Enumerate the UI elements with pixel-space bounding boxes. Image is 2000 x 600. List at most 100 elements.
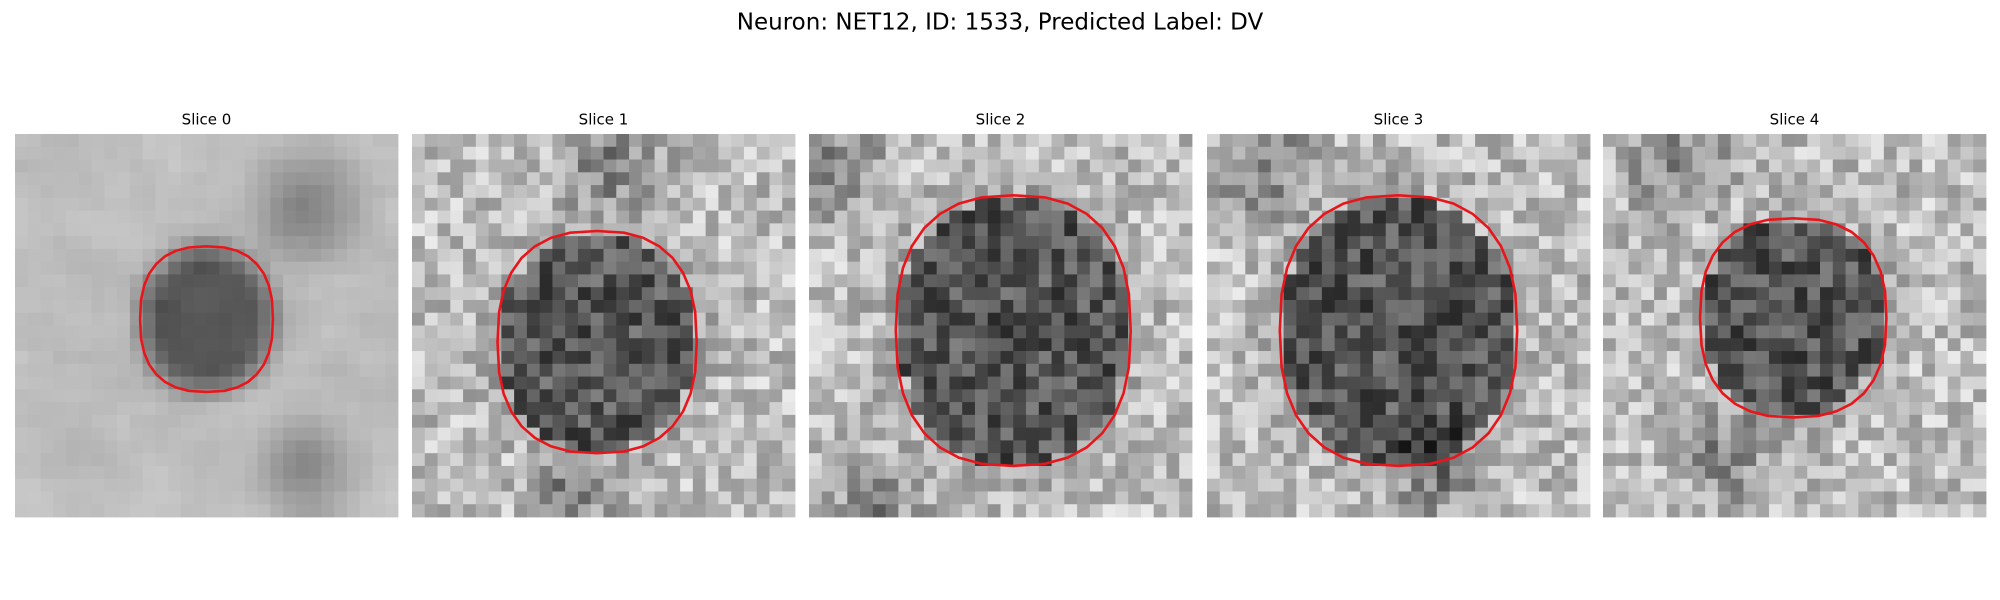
pixel: [1140, 453, 1155, 467]
pixel: [78, 453, 92, 467]
pixel: [193, 210, 207, 224]
pixel: [295, 504, 310, 518]
pixel: [346, 223, 361, 237]
pixel: [885, 465, 899, 480]
pixel: [385, 223, 399, 237]
pixel: [1934, 478, 1949, 492]
pixel: [1449, 504, 1463, 518]
pixel: [91, 172, 105, 186]
pixel: [1064, 236, 1078, 250]
pixel: [1321, 389, 1336, 403]
pixel: [53, 363, 67, 377]
pixel: [1153, 440, 1167, 454]
pixel: [1462, 453, 1476, 467]
pixel: [78, 402, 92, 416]
pixel: [1064, 478, 1078, 492]
pixel: [66, 248, 80, 263]
pixel: [1436, 312, 1450, 326]
pixel: [1411, 185, 1425, 199]
pixel: [1794, 440, 1808, 454]
pixel: [308, 159, 322, 173]
pixel: [654, 223, 668, 237]
pixel: [1883, 440, 1898, 454]
pixel: [987, 427, 1001, 441]
pixel: [1577, 197, 1591, 211]
pixel: [1089, 236, 1104, 250]
pixel: [1153, 134, 1167, 148]
pixel: [1283, 210, 1297, 224]
pixel: [962, 274, 976, 288]
pixel: [1538, 402, 1553, 416]
pixel: [629, 274, 643, 288]
pixel: [872, 351, 886, 365]
pixel: [1564, 491, 1578, 505]
pixel: [193, 134, 207, 148]
pixel: [1666, 172, 1680, 186]
pixel: [1347, 338, 1361, 352]
pixel: [590, 427, 604, 441]
pixel: [1832, 299, 1846, 314]
pixel: [872, 376, 886, 390]
pixel: [860, 134, 874, 148]
pixel: [1436, 248, 1450, 263]
pixel: [1334, 287, 1348, 301]
pixel: [539, 312, 553, 326]
pixel: [270, 363, 284, 377]
pixel: [756, 351, 770, 365]
pixel: [809, 351, 823, 365]
pixel: [1013, 491, 1027, 505]
pixel: [1858, 134, 1872, 148]
pixel: [334, 491, 348, 505]
pixel: [1909, 287, 1923, 301]
pixel: [1896, 134, 1910, 148]
pixel: [1140, 338, 1155, 352]
pixel: [1153, 248, 1167, 263]
pixel: [590, 261, 604, 275]
pixel: [987, 261, 1001, 275]
pixel: [1551, 363, 1565, 377]
pixel: [1245, 414, 1259, 429]
pixel: [1487, 146, 1502, 160]
pixel: [180, 146, 195, 160]
pixel: [821, 185, 835, 199]
pixel: [1179, 274, 1193, 288]
pixel: [1756, 159, 1770, 173]
pixel: [1064, 414, 1078, 429]
pixel: [782, 223, 796, 237]
pixel: [641, 427, 655, 441]
pixel: [334, 338, 348, 352]
pixel: [1692, 351, 1706, 365]
pixel: [1153, 453, 1167, 467]
pixel: [552, 236, 566, 250]
pixel: [1077, 376, 1091, 390]
pixel: [1013, 134, 1027, 148]
pixel: [1013, 376, 1027, 390]
pixel: [232, 159, 246, 173]
pixel: [898, 504, 912, 518]
pixel: [809, 134, 823, 148]
pixel: [424, 172, 438, 186]
pixel: [1153, 427, 1167, 441]
pixel: [1128, 236, 1142, 250]
pixel: [692, 172, 707, 186]
pixel: [834, 312, 848, 326]
pixel: [1564, 172, 1578, 186]
pixel: [244, 325, 258, 339]
pixel: [15, 414, 29, 429]
pixel: [1934, 210, 1949, 224]
pixel: [987, 210, 1001, 224]
pixel: [1334, 338, 1348, 352]
pixel: [539, 440, 553, 454]
pixel: [1551, 376, 1565, 390]
pixel: [346, 427, 361, 441]
pixel: [1692, 210, 1706, 224]
pixel: [104, 248, 118, 263]
pixel: [756, 261, 770, 275]
pixel: [1334, 504, 1348, 518]
pixel: [1038, 427, 1052, 441]
pixel: [974, 325, 989, 339]
pixel: [475, 389, 489, 403]
pixel: [219, 146, 233, 160]
pixel: [40, 210, 54, 224]
pixel: [1960, 248, 1974, 263]
